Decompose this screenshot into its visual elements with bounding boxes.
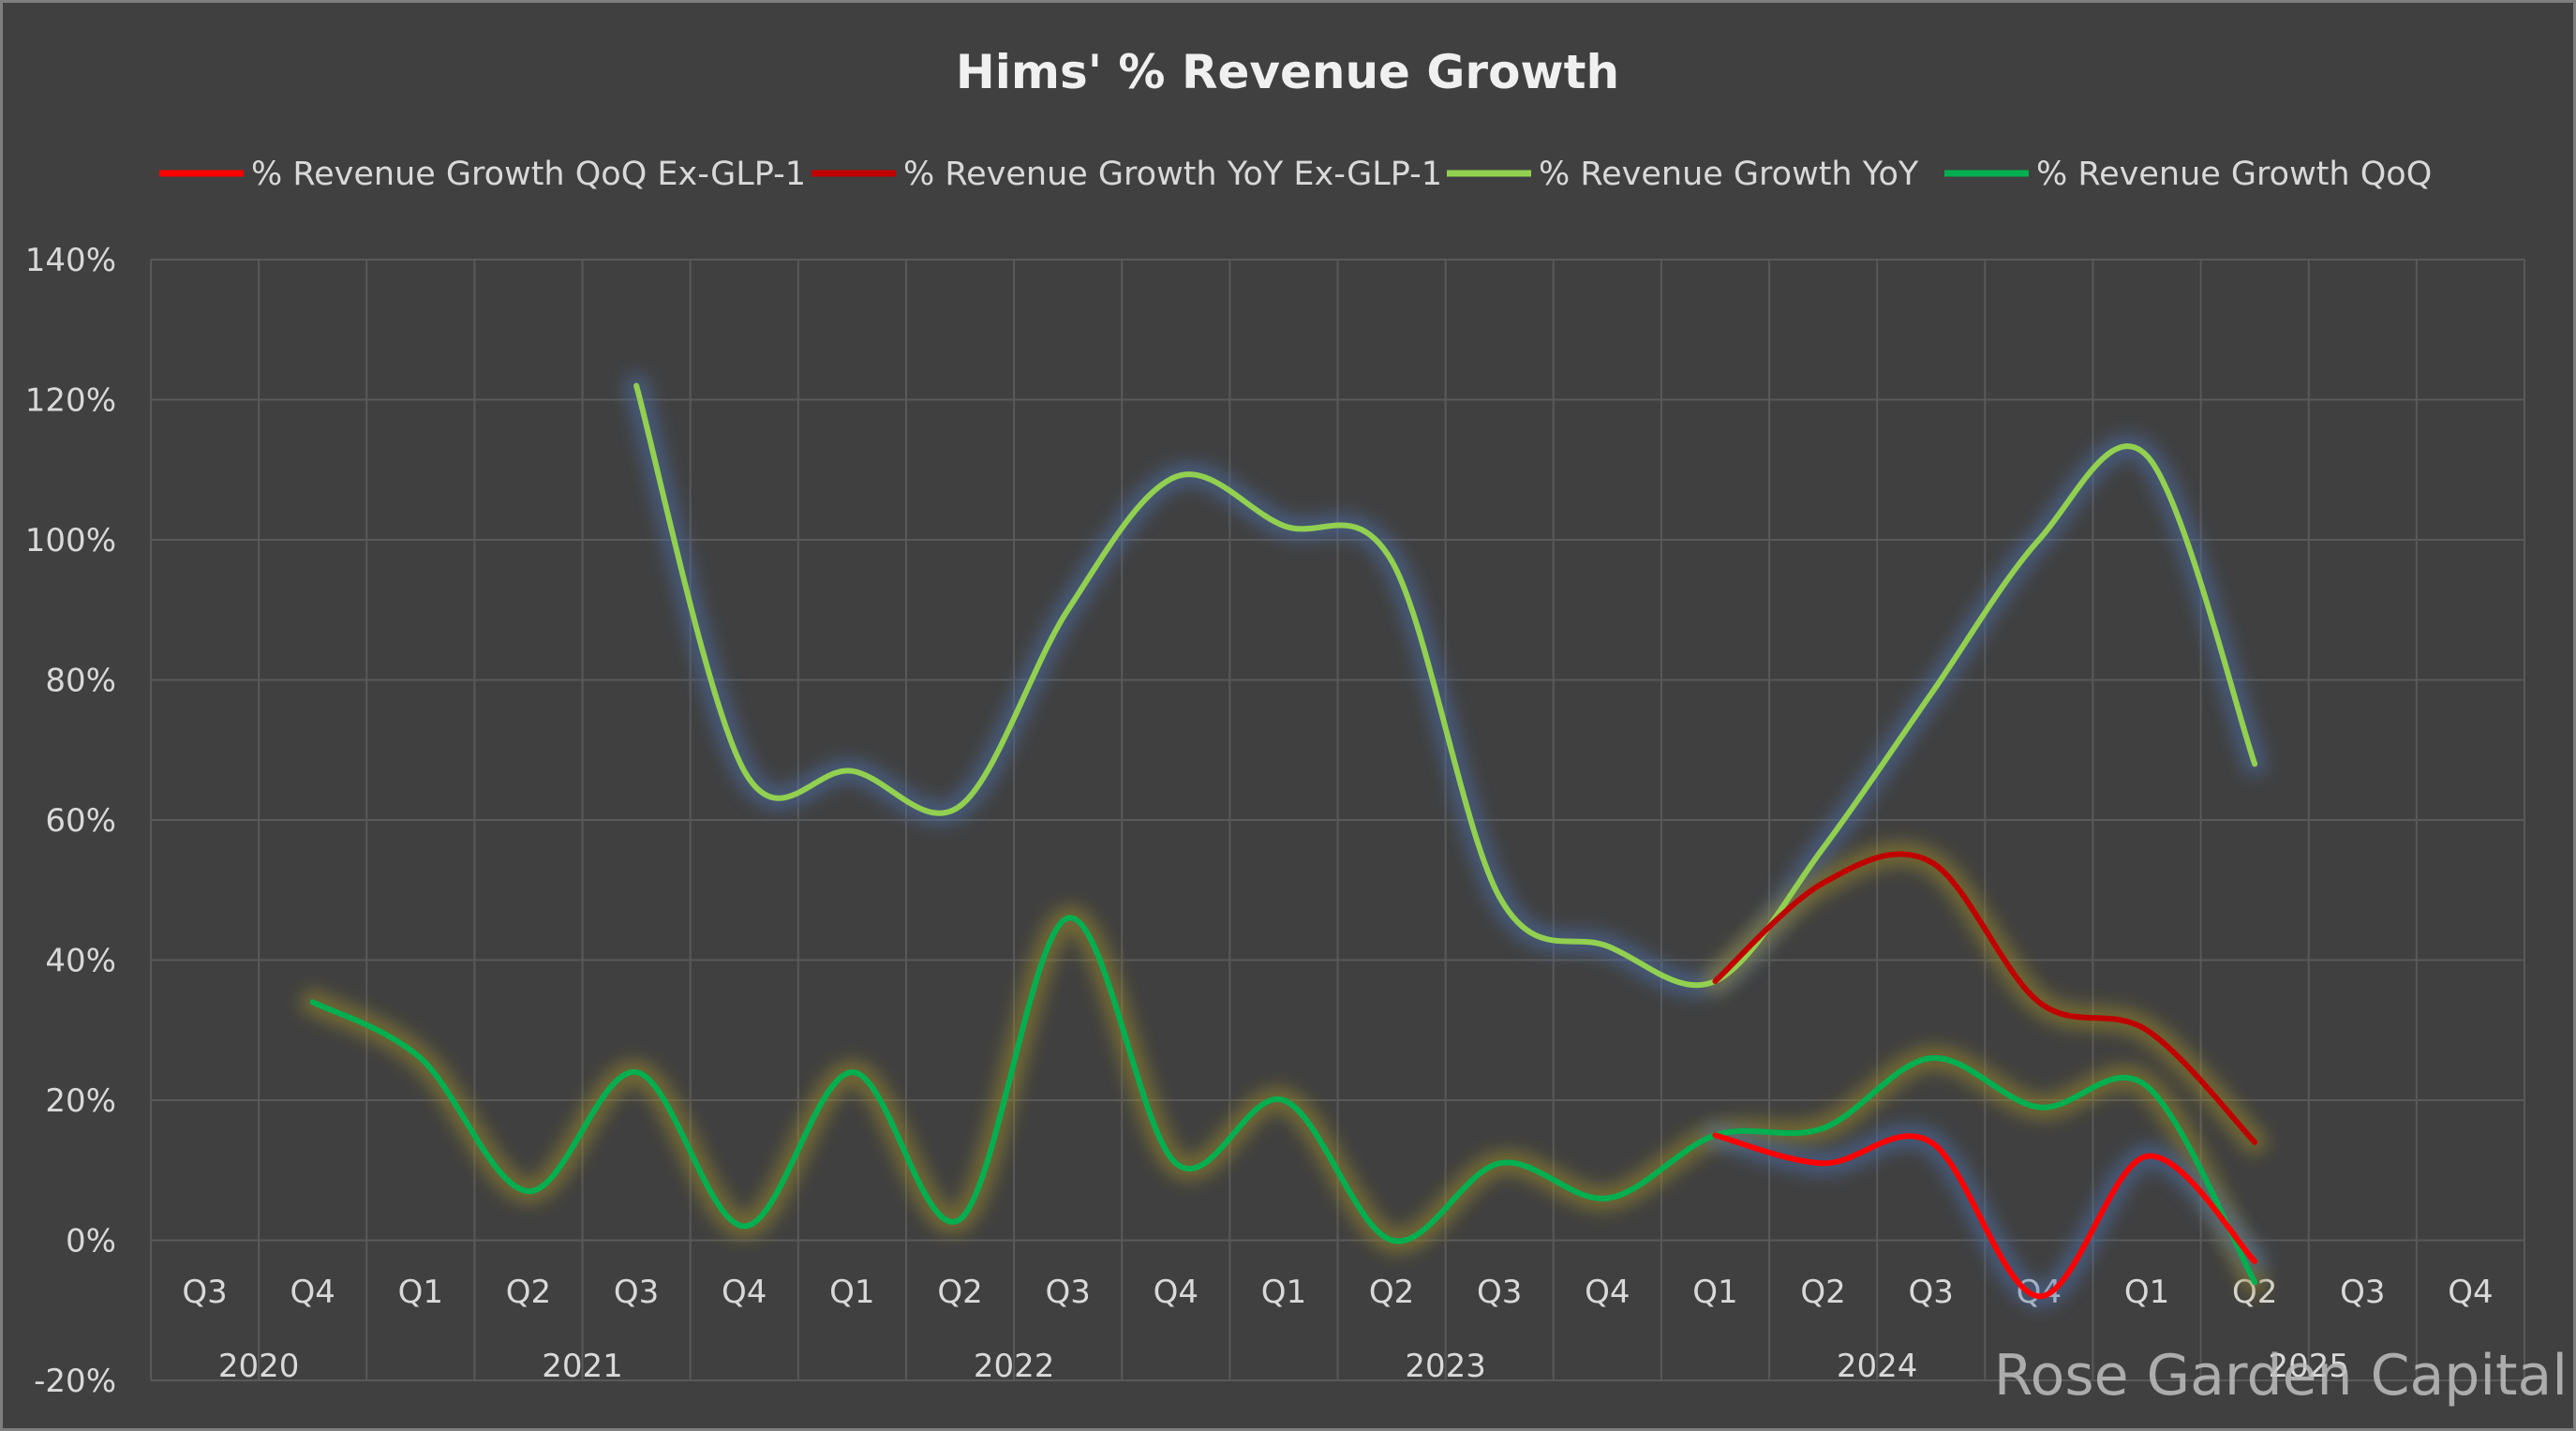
legend-label: % Revenue Growth YoY — [1539, 156, 1919, 193]
x-tick-label: Q4 — [290, 1274, 335, 1311]
legend-label: % Revenue Growth YoY Ex-GLP-1 — [903, 156, 1442, 193]
x-tick-label: Q2 — [1800, 1274, 1845, 1311]
legend-label: % Revenue Growth QoQ — [2036, 156, 2432, 193]
x-tick-label: Q3 — [2340, 1274, 2385, 1311]
x-tick-label: Q4 — [2448, 1274, 2493, 1311]
year-label: 2021 — [542, 1348, 623, 1385]
x-tick-label: Q2 — [937, 1274, 982, 1311]
y-tick-label: 20% — [45, 1082, 116, 1120]
chart-title: Hims' % Revenue Growth — [956, 45, 1619, 99]
x-tick-label: Q4 — [1585, 1274, 1630, 1311]
x-tick-label: Q1 — [1261, 1274, 1306, 1311]
x-tick-label: Q3 — [614, 1274, 659, 1311]
y-tick-label: 140% — [25, 242, 116, 279]
series-line-2 — [633, 382, 2258, 989]
x-tick-label: Q4 — [722, 1274, 767, 1311]
x-tick-label: Q4 — [1154, 1274, 1199, 1311]
y-tick-label: 0% — [66, 1223, 116, 1260]
watermark: Rose Garden Capital — [1994, 1343, 2568, 1409]
x-tick-label: Q1 — [829, 1274, 874, 1311]
x-tick-label: Q1 — [1692, 1274, 1737, 1311]
series-line-3 — [309, 915, 2258, 1286]
x-tick-label: Q1 — [2124, 1274, 2169, 1311]
year-label: 2024 — [1837, 1348, 1918, 1385]
y-tick-label: 40% — [45, 943, 116, 980]
y-tick-label: -20% — [34, 1363, 116, 1400]
x-axis-ticks: Q3 Q4 Q1 Q2 Q3 Q4 Q1 Q2 Q3 Q4 Q1 Q2 Q3 Q4 Q1 Q2 Q3 Q4 Q1 Q2… — [182, 1274, 2493, 1311]
y-axis-ticks: 140% 120% 100% 80% 60% 40% 20% 0% -20% — [25, 242, 116, 1400]
x-tick-label: Q2 — [506, 1274, 551, 1311]
x-tick-label: Q2 — [1369, 1274, 1414, 1311]
legend: % Revenue Growth QoQ Ex-GLP-1 % Revenue G… — [159, 156, 2432, 193]
y-tick-label: 60% — [45, 802, 116, 840]
y-tick-label: 120% — [25, 382, 116, 420]
series-line-0 — [1712, 1132, 2258, 1300]
year-label: 2020 — [218, 1348, 300, 1385]
y-tick-label: 100% — [25, 522, 116, 559]
year-label: 2025 — [2268, 1348, 2349, 1385]
legend-label: % Revenue Growth QoQ Ex-GLP-1 — [251, 156, 806, 193]
x-tick-label: Q3 — [182, 1274, 227, 1311]
year-label: 2023 — [1405, 1348, 1486, 1385]
year-label: 2022 — [974, 1348, 1055, 1385]
series-line-1 — [1712, 851, 2258, 1145]
x-tick-label: Q1 — [398, 1274, 443, 1311]
x-tick-label: Q3 — [1909, 1274, 1954, 1311]
x-tick-label: Q3 — [1045, 1274, 1090, 1311]
x-tick-label: Q3 — [1477, 1274, 1522, 1311]
grid — [150, 259, 2525, 1381]
y-tick-label: 80% — [45, 663, 116, 700]
x-axis-year-labels: 2020 2021 2022 2023 2024 2025 — [218, 1348, 2349, 1385]
series-group — [300, 373, 2268, 1309]
